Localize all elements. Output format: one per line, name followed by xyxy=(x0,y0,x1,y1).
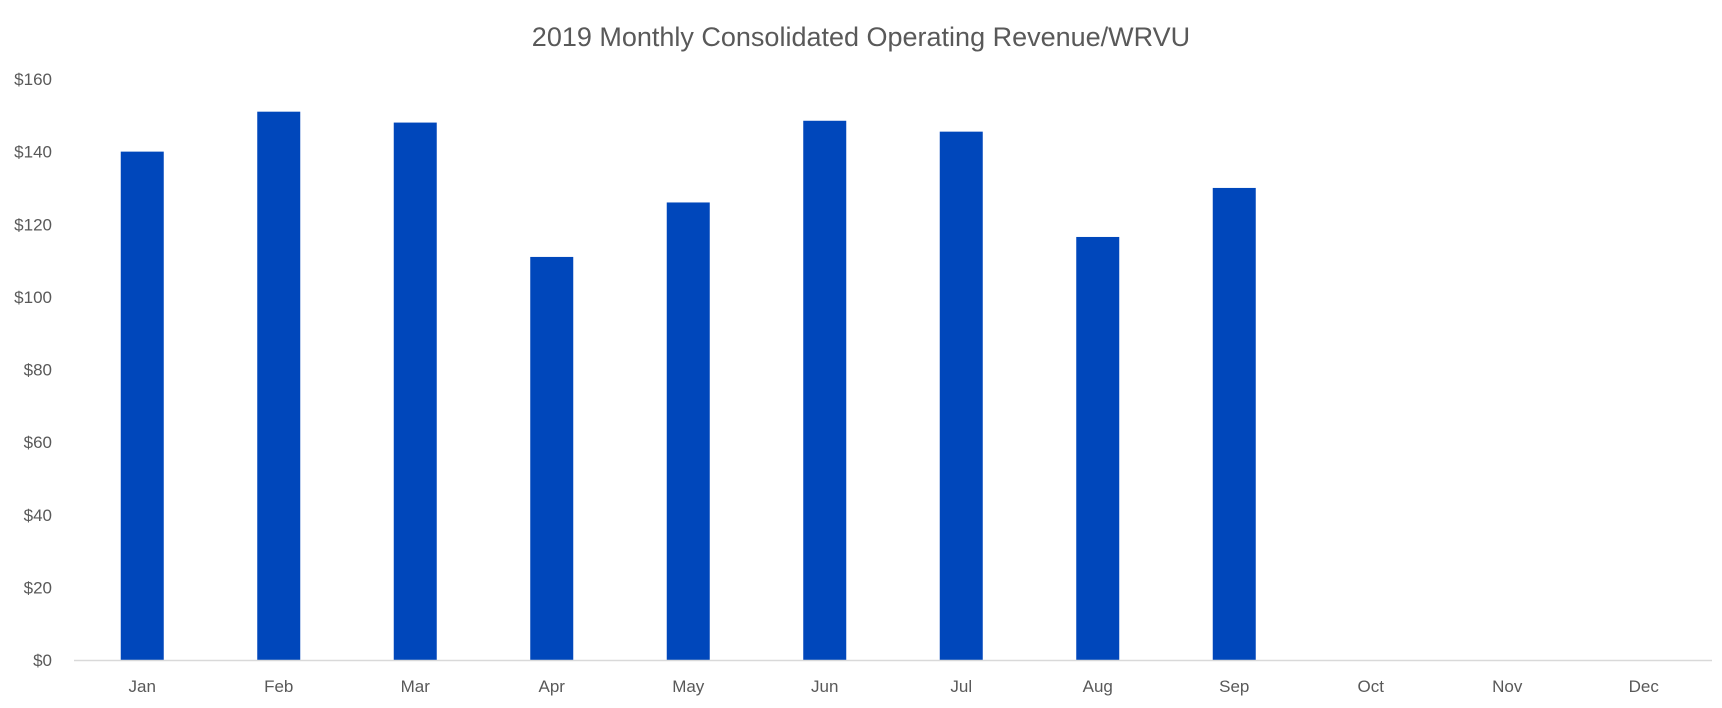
x-tick-label: Mar xyxy=(401,677,431,696)
x-tick-label: May xyxy=(672,677,705,696)
x-tick-label: Dec xyxy=(1629,677,1660,696)
x-tick-label: Sep xyxy=(1219,677,1249,696)
x-tick-label: Jul xyxy=(950,677,972,696)
y-tick-label: $80 xyxy=(24,361,52,380)
chart-title: 2019 Monthly Consolidated Operating Reve… xyxy=(532,22,1190,52)
bar-jul xyxy=(939,131,983,660)
bar-jan xyxy=(120,151,164,660)
y-tick-label: $20 xyxy=(24,578,52,597)
x-tick-label: Oct xyxy=(1358,677,1385,696)
y-tick-label: $120 xyxy=(14,215,52,234)
y-tick-label: $100 xyxy=(14,288,52,307)
y-tick-label: $40 xyxy=(24,506,52,525)
x-tick-label: Apr xyxy=(539,677,566,696)
x-axis-tick-labels: Jan Feb Mar Apr May Jun Jul Aug Sep Oct Nov Dec xyxy=(129,677,1660,696)
x-tick-label: Jan xyxy=(129,677,156,696)
y-tick-label: $60 xyxy=(24,433,52,452)
x-tick-label: Nov xyxy=(1492,677,1523,696)
bar-mar xyxy=(393,122,437,660)
bar-sep xyxy=(1212,187,1256,660)
bar-series xyxy=(120,111,1256,660)
bar-apr xyxy=(530,256,574,660)
bar-may xyxy=(666,202,710,660)
x-tick-label: Aug xyxy=(1083,677,1113,696)
bar-feb xyxy=(257,111,301,660)
y-tick-label: $160 xyxy=(14,70,52,89)
x-tick-label: Jun xyxy=(811,677,838,696)
y-tick-label: $140 xyxy=(14,143,52,162)
y-axis-tick-labels: $0 $20 $40 $60 $80 $100 $120 $140 $160 xyxy=(14,70,52,670)
bar-jun xyxy=(803,120,847,660)
bar-aug xyxy=(1076,236,1120,660)
y-tick-label: $0 xyxy=(33,651,52,670)
x-tick-label: Feb xyxy=(264,677,293,696)
